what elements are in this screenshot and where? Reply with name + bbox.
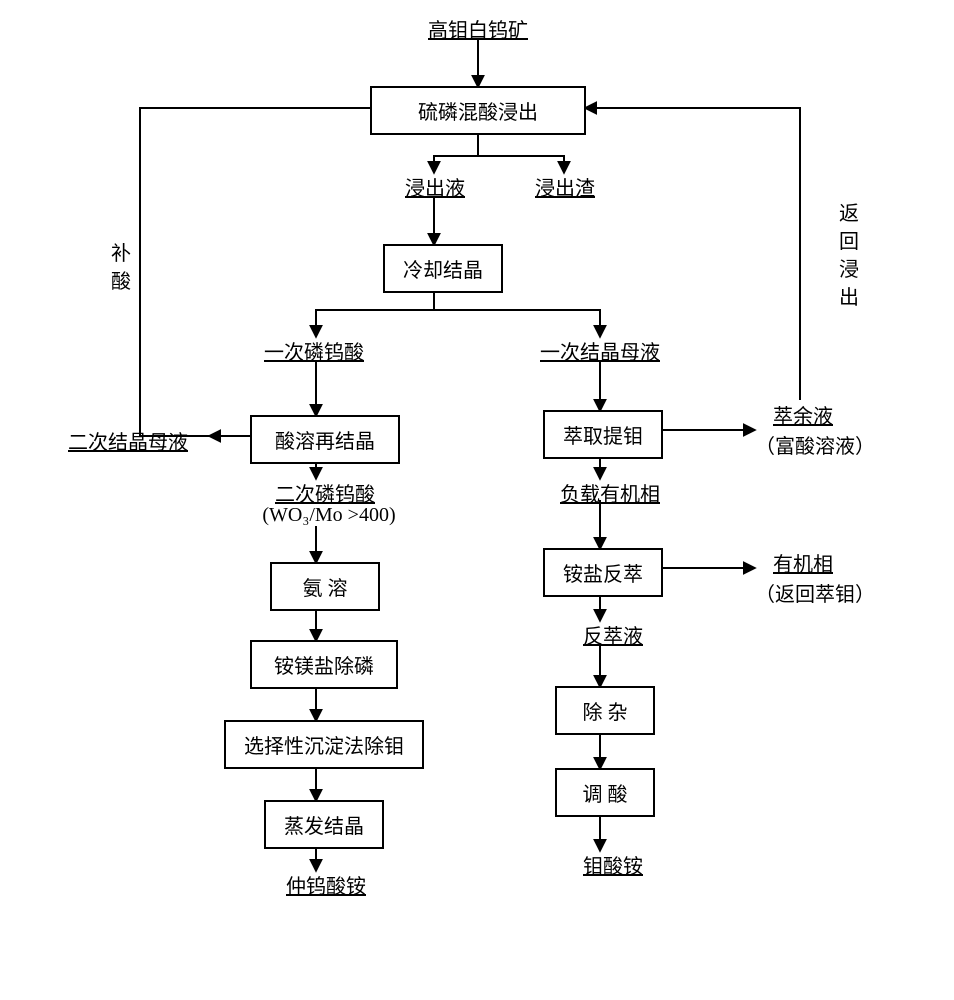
flow-edges <box>0 0 954 1000</box>
product-ammonium-molybdate: 钼酸铵 <box>568 850 658 879</box>
step-evap-cryst: 蒸发结晶 <box>264 800 384 849</box>
raffinate: 萃余液 <box>758 400 848 429</box>
step-extract-mo: 萃取提钼 <box>543 410 663 459</box>
loaded-organic: 负载有机相 <box>540 478 680 507</box>
strip-liquor: 反萃液 <box>568 620 658 649</box>
step-remove-phosphorus: 铵镁盐除磷 <box>250 640 398 689</box>
step-ammonia-dissolve: 氨 溶 <box>270 562 380 611</box>
step-mixed-acid-leach: 硫磷混酸浸出 <box>370 86 586 135</box>
step-strip: 铵盐反萃 <box>543 548 663 597</box>
ratio-note: (WO₃/Mo >400) <box>244 504 414 527</box>
leachate: 浸出液 <box>390 172 480 201</box>
step-acid-redissolve: 酸溶再结晶 <box>250 415 400 464</box>
step-acid-adjust: 调 酸 <box>555 768 655 817</box>
left-loop-label: 补酸 <box>110 240 132 296</box>
raffinate-note: （富酸溶液） <box>740 430 890 459</box>
step-remove-mo: 选择性沉淀法除钼 <box>224 720 424 769</box>
secondary-phosphotungstic: 二次磷钨酸 <box>250 478 400 507</box>
leach-residue: 浸出渣 <box>520 172 610 201</box>
product-ammonium-paratungstate: 仲钨酸铵 <box>276 870 376 899</box>
step-purify: 除 杂 <box>555 686 655 735</box>
primary-mother-liquor: 一次结晶母液 <box>520 336 680 365</box>
organic-phase-note: （返回萃钼） <box>740 578 890 607</box>
primary-phosphotungstic: 一次磷钨酸 <box>244 336 384 365</box>
input-ore: 高钼白钨矿 <box>398 14 558 43</box>
organic-phase: 有机相 <box>758 548 848 577</box>
right-loop-label: 返回浸出 <box>838 200 860 312</box>
secondary-mother-liquor: 二次结晶母液 <box>48 426 208 455</box>
step-cooling-cryst: 冷却结晶 <box>383 244 503 293</box>
